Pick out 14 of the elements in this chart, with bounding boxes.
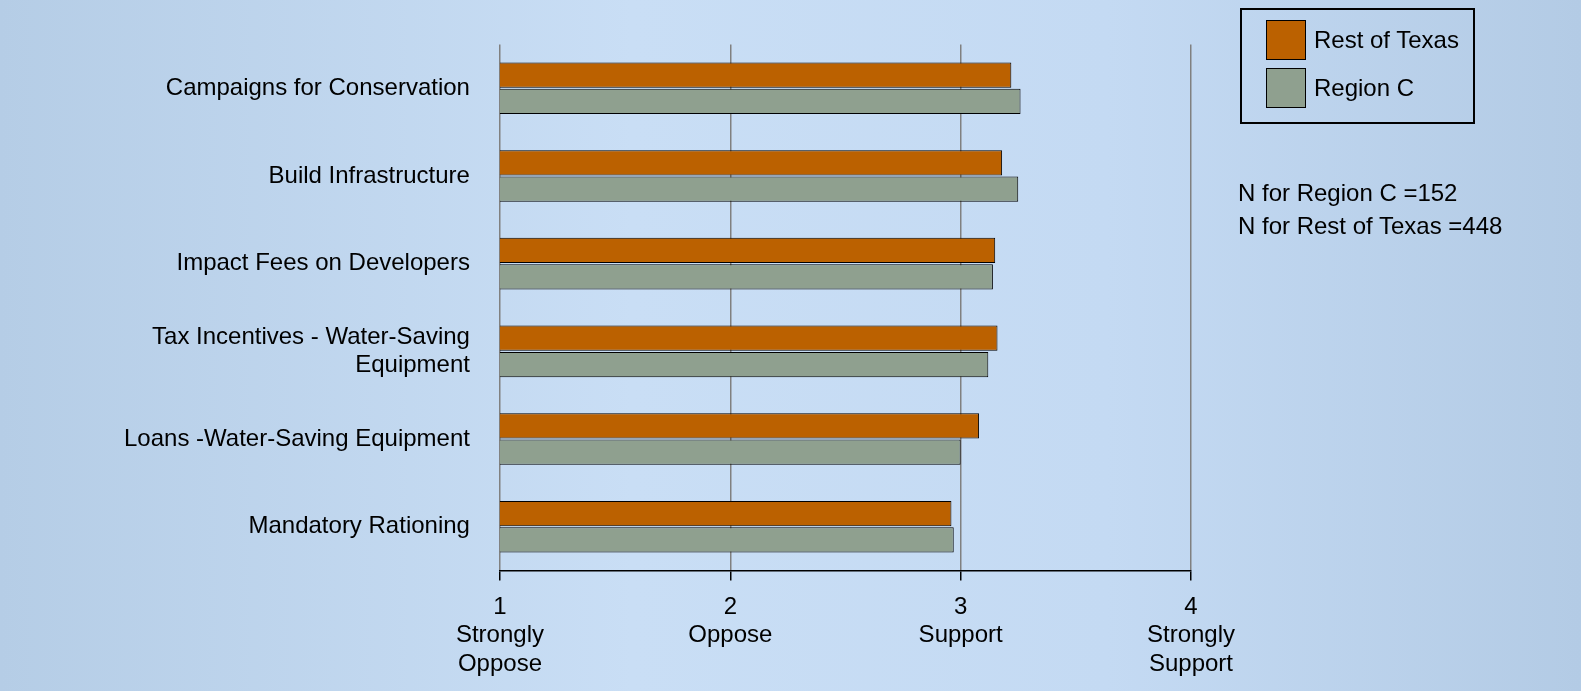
y-tick-label: Tax Incentives - Water-Saving Equipment bbox=[152, 321, 471, 378]
x-tick-label: 3 Support bbox=[918, 591, 1004, 648]
y-tick-label: Mandatory Rationing bbox=[248, 511, 470, 539]
text: N for Region C =152 bbox=[1238, 178, 1459, 208]
legend-label: Rest of Texas bbox=[1314, 26, 1459, 54]
y-tick-label: Build Infrastructure bbox=[268, 160, 470, 188]
y-tick-label: Impact Fees on Developers bbox=[176, 248, 470, 276]
y-tick-label: Loans -Water-Saving Equipment bbox=[124, 423, 471, 451]
text: N for Rest of Texas =448 bbox=[1238, 211, 1503, 241]
text: Region C bbox=[1314, 74, 1415, 102]
x-tick-label: 1 Strongly Oppose bbox=[455, 591, 544, 677]
x-tick-label: 2 Oppose bbox=[688, 591, 773, 648]
x-tick-label: 4 Strongly Support bbox=[1146, 591, 1236, 677]
y-tick-label: Campaigns for Conservation bbox=[165, 72, 470, 100]
